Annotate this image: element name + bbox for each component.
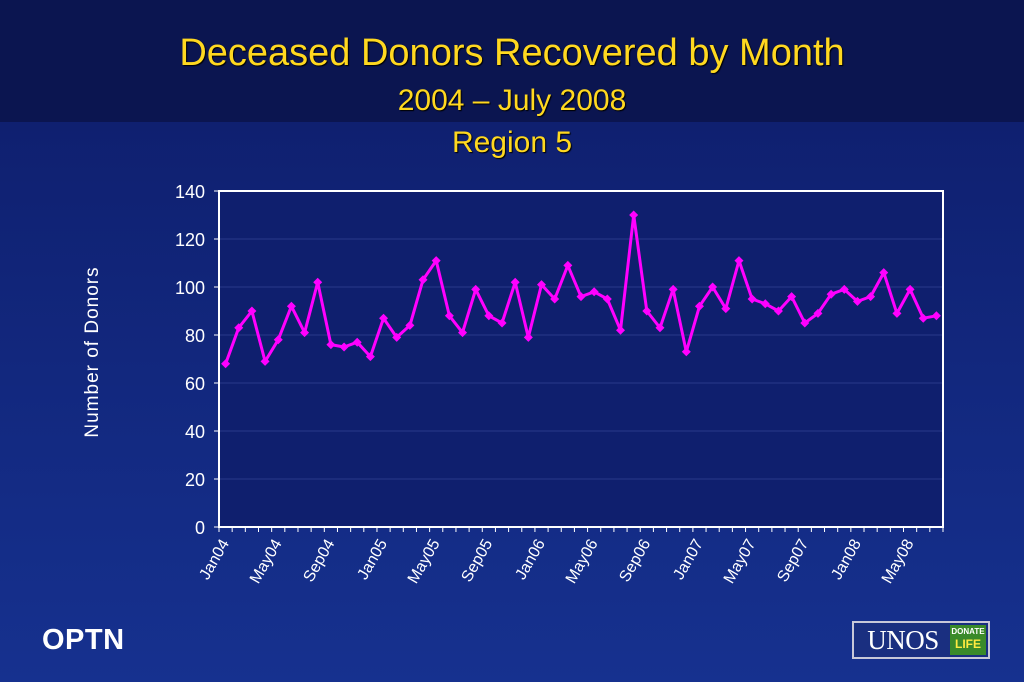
data-point [273,335,283,345]
y-tick-label: 60 [185,374,205,394]
data-point [787,292,797,302]
data-point [484,311,494,321]
data-point [550,294,560,304]
data-point [444,311,454,321]
data-point [221,359,231,369]
optn-footer-label: OPTN [42,624,125,656]
x-tick-label: May06 [563,536,602,586]
data-point [760,299,770,309]
data-point [576,292,586,302]
data-point [523,332,533,342]
x-tick-label: May07 [721,536,760,586]
data-point [668,284,678,294]
donate-life-badge: DONATE LIFE [950,625,986,655]
data-point [497,318,507,328]
x-tick-label: Jan06 [512,536,549,582]
data-point [431,256,441,266]
data-point [826,289,836,299]
x-tick-label: Sep07 [774,536,812,585]
donate-life-line2: LIFE [955,637,981,651]
x-tick-label: Jan08 [828,536,865,582]
data-point [300,328,310,338]
data-point [392,332,402,342]
data-point [879,268,889,278]
data-point [813,308,823,318]
y-tick-label: 40 [185,422,205,442]
data-point [405,320,415,330]
data-point [839,284,849,294]
data-point [721,304,731,314]
x-tick-label: May04 [247,536,286,586]
data-point [418,275,428,285]
x-tick-label: Jan07 [670,536,707,582]
unos-logo-text: UNOS [867,625,939,655]
data-point [694,301,704,311]
y-tick-label: 20 [185,470,205,490]
data-point [234,323,244,333]
data-point [905,284,915,294]
plot-area [218,190,944,528]
data-point [800,318,810,328]
x-tick-label: Sep05 [458,536,496,585]
data-point [615,325,625,335]
data-point [313,277,323,287]
data-point [852,296,862,306]
data-point [510,277,520,287]
x-tick-label: May05 [405,536,444,586]
data-point [379,313,389,323]
data-point [286,301,296,311]
x-tick-label: Jan05 [354,536,391,582]
data-point [471,284,481,294]
data-point [892,308,902,318]
data-point [681,347,691,357]
data-point [352,337,362,347]
data-point [458,328,468,338]
data-point [655,323,665,333]
data-point [708,282,718,292]
data-point [734,256,744,266]
data-point [260,356,270,366]
data-point [602,294,612,304]
x-tick-label: Sep06 [616,536,654,585]
data-point [918,313,928,323]
y-tick-label: 140 [175,182,205,202]
data-point [326,340,336,350]
data-point [365,352,375,362]
y-tick-label: 80 [185,326,205,346]
donate-life-line1: DONATE [951,627,985,636]
data-point [589,287,599,297]
y-tick-label: 120 [175,230,205,250]
data-point [537,280,547,290]
x-tick-label: May08 [879,536,918,586]
data-point [339,342,349,352]
slide-subtitle-dates: 2004 – July 2008 [397,84,627,117]
data-point [247,306,257,316]
x-tick-label: Jan04 [197,536,234,582]
x-tick-label: Sep04 [300,536,338,585]
data-point [866,292,876,302]
slide-subtitle-region: Region 5 [451,126,573,159]
unos-logo: UNOS DONATE LIFE [852,621,990,659]
data-point [773,306,783,316]
data-point [931,311,941,321]
data-point [642,306,652,316]
data-point [563,260,573,270]
data-point [747,294,757,304]
title-band [0,0,1024,122]
y-tick-label: 0 [195,518,205,538]
y-axis-label: Number of Donors [82,266,103,438]
y-tick-label: 100 [175,278,205,298]
data-point [629,210,639,220]
slide-title: Deceased Donors Recovered by Month [179,32,845,74]
